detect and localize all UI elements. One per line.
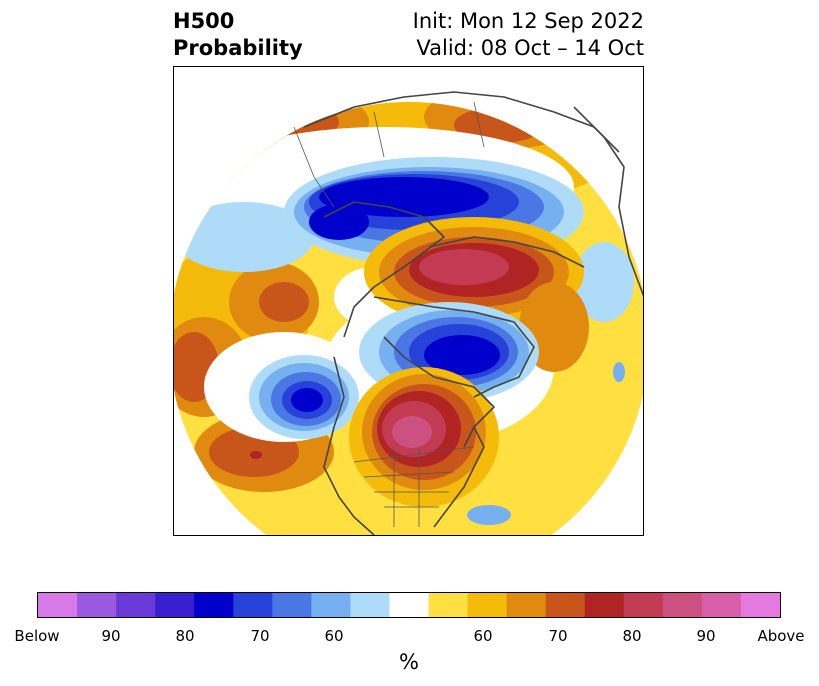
title-line-2: Probability	[173, 36, 303, 60]
init-date: Init: Mon 12 Sep 2022	[412, 9, 644, 33]
colorbar-swatch	[545, 593, 586, 617]
colorbar-swatch	[272, 593, 312, 617]
colorbar-swatch	[350, 593, 391, 617]
colorbar-swatch	[506, 593, 547, 617]
southwest-peak	[250, 451, 262, 459]
cb-label-below: Below	[14, 627, 60, 645]
europe-coast	[573, 106, 643, 297]
north-america-west-coast	[323, 356, 375, 535]
colorbar-swatch	[428, 593, 469, 617]
colorbar-swatch	[623, 593, 664, 617]
colorbar-swatch	[155, 593, 195, 617]
east-cold-spot	[613, 362, 625, 382]
border-line-9	[473, 101, 485, 148]
colorbar-swatch	[740, 593, 780, 617]
cb-label-above-70: 70	[548, 627, 568, 645]
asia-pacific-coast	[323, 201, 445, 338]
valid-range: Valid: 08 Oct – 14 Oct	[416, 36, 644, 60]
colorbar-swatch	[662, 593, 703, 617]
greenland-arctic	[428, 236, 585, 268]
cb-label-below-90: 90	[101, 627, 121, 645]
cb-label-below-80: 80	[175, 627, 195, 645]
cb-label-above-90: 90	[696, 627, 716, 645]
arctic-coast	[373, 296, 535, 398]
hudson-bay	[383, 336, 495, 448]
cold-trough-west-lobe	[309, 204, 369, 240]
cb-label-above-60: 60	[473, 627, 493, 645]
colorbar-swatch	[233, 593, 273, 617]
title-line-1: H500	[173, 9, 235, 33]
colorbar-swatch	[116, 593, 156, 617]
cold-trough-80	[319, 177, 489, 217]
ridge-arctic-85	[419, 249, 509, 285]
south-cold-patch	[467, 505, 511, 525]
political-borders	[293, 101, 485, 527]
border-line-2	[363, 471, 455, 478]
us-ridge-90	[392, 416, 432, 448]
pacific-low-80	[291, 388, 323, 412]
colorbar-swatch	[311, 593, 352, 617]
colorbar-unit: %	[399, 650, 419, 674]
cb-label-above-80: 80	[622, 627, 642, 645]
cb-label-below-60: 60	[324, 627, 344, 645]
colorbar-swatch	[194, 593, 234, 617]
colorbar	[37, 592, 781, 618]
eurasia-coast	[303, 91, 620, 153]
continent-outlines	[303, 91, 643, 535]
chart-subtitle: Init: Mon 12 Sep 2022 Valid: 08 Oct – 14…	[413, 8, 644, 62]
north-america-east-coast	[433, 426, 485, 528]
colorbar-swatch	[467, 593, 508, 617]
border-line-1	[353, 446, 475, 463]
colorbar-swatch	[77, 593, 117, 617]
border-line-7	[293, 126, 335, 208]
west-warm-core	[259, 282, 309, 322]
border-line-8	[373, 111, 385, 158]
colorbar-swatch	[701, 593, 742, 617]
chart-title: H500 Probability	[173, 8, 303, 62]
hudson-low-80	[424, 335, 500, 375]
cb-label-below-70: 70	[250, 627, 270, 645]
probability-field	[174, 102, 643, 535]
cold-east-edge	[574, 242, 634, 322]
probability-map	[174, 91, 643, 535]
map-panel	[173, 66, 644, 536]
colorbar-swatches	[38, 593, 780, 617]
cb-label-above: Above	[757, 627, 805, 645]
colorbar-swatch	[584, 593, 625, 617]
colorbar-swatch	[38, 593, 78, 617]
colorbar-swatch	[389, 593, 430, 617]
cold-trough-west-edge	[174, 202, 314, 272]
